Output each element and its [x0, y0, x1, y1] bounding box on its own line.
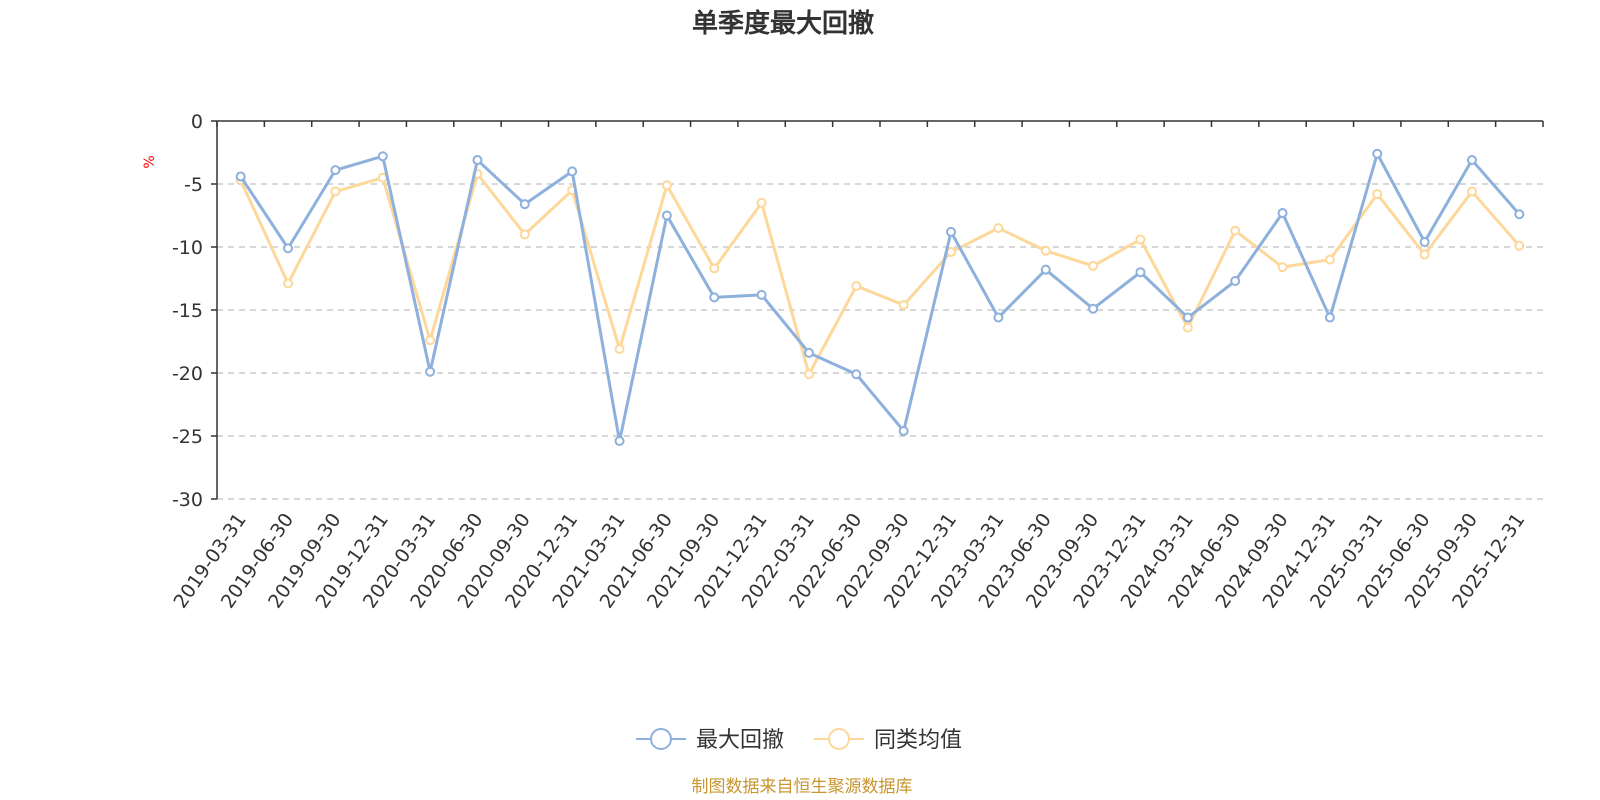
legend-swatch-marker	[650, 728, 672, 750]
series-max-drawdown	[235, 148, 1525, 447]
data-point	[1040, 264, 1051, 275]
data-point	[614, 436, 625, 447]
data-point	[472, 155, 483, 166]
data-point	[1324, 312, 1335, 323]
data-point	[756, 289, 767, 300]
data-point	[1466, 186, 1477, 197]
legend-label: 同类均值	[874, 728, 962, 753]
data-point	[993, 312, 1004, 323]
y-tick-label: -20	[172, 363, 203, 385]
data-point	[1277, 207, 1288, 218]
data-point	[519, 199, 530, 210]
data-point	[1230, 225, 1241, 236]
y-tick-label: -10	[172, 237, 203, 259]
data-point	[709, 263, 720, 274]
data-point	[709, 292, 720, 303]
y-tick-label: 0	[191, 111, 203, 133]
data-point	[425, 335, 436, 346]
y-tick-label: -25	[172, 426, 203, 448]
y-tick-labels: 0 -5 -10 -15 -20 -25 -30	[172, 111, 203, 511]
data-point	[1514, 209, 1525, 220]
data-point	[377, 151, 388, 162]
grid-lines	[217, 183, 1543, 500]
data-point	[1182, 322, 1193, 333]
data-point	[1135, 267, 1146, 278]
data-point	[803, 369, 814, 380]
legend-item-max-drawdown[interactable]: 最大回撤	[636, 728, 784, 753]
data-point	[851, 281, 862, 292]
y-tick-label: -30	[172, 489, 203, 511]
legend-label: 最大回撤	[696, 728, 784, 753]
data-point	[330, 165, 341, 176]
series-line	[239, 152, 1521, 443]
data-point	[567, 166, 578, 177]
data-point	[1040, 245, 1051, 256]
data-point	[1135, 234, 1146, 245]
x-tick-labels: 2019-03-312019-06-302019-09-302019-12-31…	[169, 509, 1529, 612]
data-point	[1372, 148, 1383, 159]
data-point	[1182, 312, 1193, 323]
y-tick-label: -15	[172, 300, 203, 322]
legend-item-category-average[interactable]: 同类均值	[814, 728, 962, 753]
data-point	[425, 366, 436, 377]
data-point	[1088, 303, 1099, 314]
source-note: 制图数据来自恒生聚源数据库	[692, 777, 913, 797]
data-point	[756, 197, 767, 208]
y-axis-unit-label: %	[142, 155, 158, 168]
data-point	[898, 299, 909, 310]
data-point	[661, 210, 672, 221]
data-point	[283, 243, 294, 254]
legend-swatch-marker	[828, 728, 850, 750]
data-point	[1088, 260, 1099, 271]
data-point	[1230, 276, 1241, 287]
data-point	[1514, 240, 1525, 251]
data-point	[235, 171, 246, 182]
data-point	[519, 229, 530, 240]
data-point	[614, 344, 625, 355]
data-point	[1419, 236, 1430, 247]
data-point	[283, 278, 294, 289]
data-point	[1277, 262, 1288, 273]
data-point	[993, 223, 1004, 234]
data-point	[1419, 249, 1430, 260]
data-point	[330, 186, 341, 197]
series-category-average	[235, 168, 1525, 380]
legend[interactable]: 最大回撤 同类均值	[636, 728, 962, 753]
data-point	[946, 226, 957, 237]
y-tick-label: -5	[184, 174, 203, 196]
data-point	[661, 180, 672, 191]
data-point	[851, 369, 862, 380]
data-point	[803, 347, 814, 358]
data-point	[1372, 189, 1383, 200]
data-point	[1324, 254, 1335, 265]
data-point	[1466, 155, 1477, 166]
chart-title: 单季度最大回撤	[692, 8, 874, 39]
data-point	[898, 425, 909, 436]
axes	[211, 120, 1544, 500]
series-lines	[235, 148, 1525, 447]
